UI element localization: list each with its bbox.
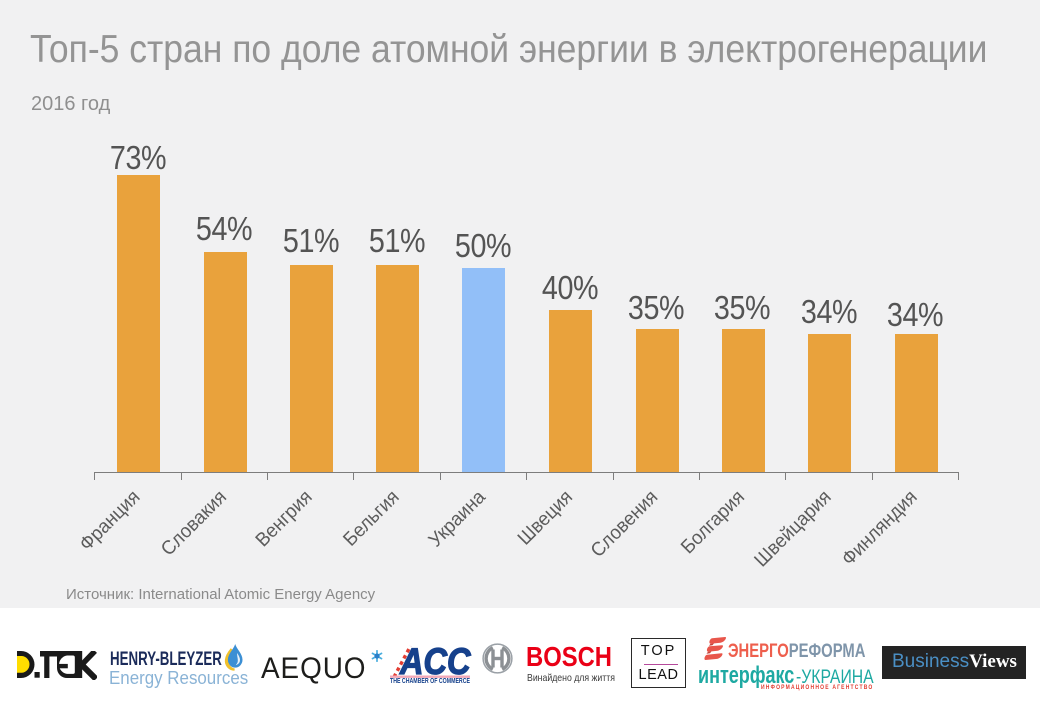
- svg-text:THE CHAMBER OF COMMERCE: THE CHAMBER OF COMMERCE: [390, 678, 470, 685]
